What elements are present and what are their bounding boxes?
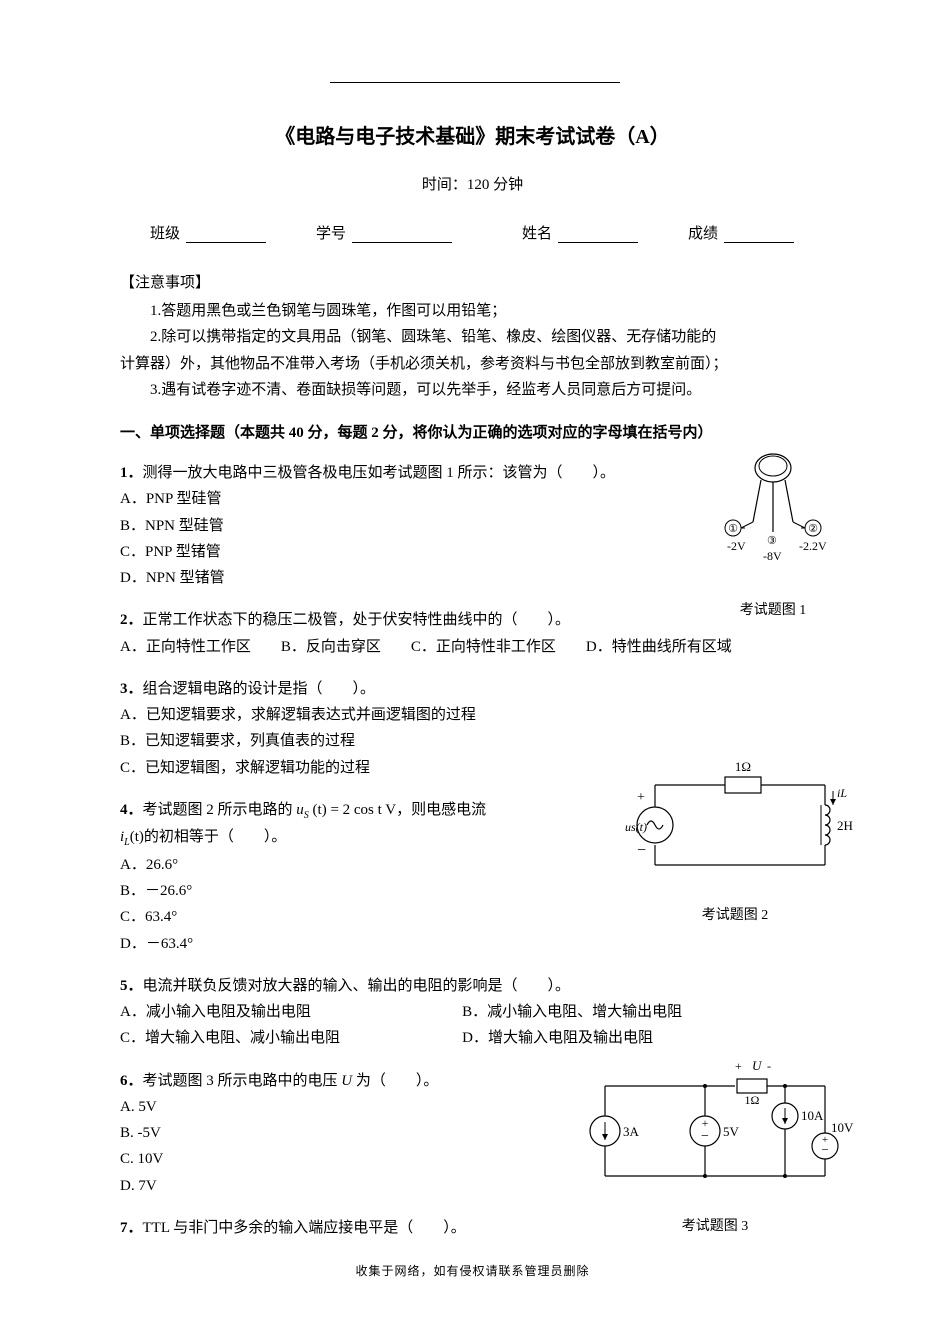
svg-text:-2.2V: -2.2V	[799, 539, 827, 553]
svg-text:−: −	[821, 1142, 828, 1157]
q3-stem: 组合逻辑电路的设计是指（ ）。	[143, 681, 376, 697]
top-rule	[330, 82, 620, 83]
notice-3: 3.遇有试卷字迹不清、卷面缺损等问题，可以先举手，经监考人员同意后方可提问。	[120, 377, 825, 403]
notice-body: 1.答题用黑色或兰色钢笔与圆珠笔，作图可以用铅笔； 2.除可以携带指定的文具用品…	[120, 298, 825, 403]
svg-text:−: −	[701, 1129, 709, 1144]
svg-text:us(t): us(t)	[625, 820, 647, 834]
q2-num: 2．	[120, 612, 143, 628]
question-2: 2．正常工作状态下的稳压二极管，处于伏安特性曲线中的（ ）。 A．正向特性工作区…	[120, 607, 825, 660]
svg-text:10A: 10A	[801, 1108, 824, 1123]
figure-1: ① ② ③ -2V -2.2V -8V 考试题图 1	[713, 450, 833, 624]
section-1-head: 一、单项选择题（本题共 40 分，每题 2 分，将你认为正确的选项对应的字母填在…	[120, 421, 825, 442]
svg-text:③: ③	[767, 535, 777, 547]
svg-text:1Ω: 1Ω	[735, 759, 751, 774]
q6-num: 6．	[120, 1073, 143, 1089]
blank-id[interactable]	[352, 222, 452, 243]
exam-title: 《电路与电子技术基础》期末考试试卷（A）	[120, 120, 825, 149]
q6-u: U	[341, 1073, 352, 1089]
q3-opt-a[interactable]: A．已知逻辑要求，求解逻辑表达式并画逻辑图的过程	[120, 702, 795, 728]
q6-stem-b: 为（ ）。	[352, 1073, 438, 1089]
q4-num: 4．	[120, 802, 143, 818]
q5-num: 5．	[120, 978, 143, 994]
q7-num: 7．	[120, 1220, 143, 1236]
svg-text:iL: iL	[837, 786, 847, 800]
q1-opt-c[interactable]: C．PNP 型锗管	[120, 539, 795, 565]
svg-text:-2V: -2V	[727, 539, 746, 553]
q4-opt-a[interactable]: A．26.6°	[120, 852, 280, 878]
blank-class[interactable]	[186, 222, 266, 243]
q4-stem-a: 考试题图 2 所示电路的	[143, 802, 297, 818]
svg-text:②: ②	[808, 523, 818, 535]
exam-duration: 时间：120 分钟	[120, 173, 825, 194]
q6-stem-a: 考试题图 3 所示电路中的电压	[143, 1073, 342, 1089]
q4-opt-c[interactable]: C．63.4°	[120, 904, 280, 930]
q4-opt-b[interactable]: B．－26.6°	[120, 878, 280, 904]
question-6: 6．考试题图 3 所示电路中的电压 U 为（ ）。 A. 5V B. -5V C…	[120, 1068, 825, 1199]
question-1: 1．测得一放大电路中三极管各极电压如考试题图 1 所示：该管为（ ）。 A．PN…	[120, 460, 825, 591]
notice-2b: 计算器）外，其他物品不准带入考场（手机必须关机，参考资料与书包全部放到教室前面）…	[120, 351, 825, 377]
label-class: 班级	[150, 222, 180, 243]
svg-text:1Ω: 1Ω	[745, 1093, 760, 1107]
q3-num: 3．	[120, 681, 143, 697]
blank-score[interactable]	[724, 222, 794, 243]
label-name: 姓名	[522, 222, 552, 243]
svg-text:-8V: -8V	[763, 549, 782, 563]
svg-text:U: U	[752, 1058, 763, 1073]
q2-opt-c[interactable]: C．正向特性非工作区	[411, 634, 556, 660]
q1-stem: 测得一放大电路中三极管各极电压如考试题图 1 所示：该管为（ ）。	[143, 465, 616, 481]
figure-2: 1Ω iL 2H us(t) + − 考试题图 2	[615, 755, 855, 929]
notice-2a: 2.除可以携带指定的文具用品（钢笔、圆珠笔、铅笔、橡皮、绘图仪器、无存储功能的	[120, 324, 825, 350]
notice-1: 1.答题用黑色或兰色钢笔与圆珠笔，作图可以用铅笔；	[120, 298, 825, 324]
page-footer: 收集于网络，如有侵权请联系管理员删除	[0, 1262, 945, 1279]
q5-opt-c[interactable]: C．增大输入电阻、减小输出电阻	[120, 1025, 458, 1051]
q2-opt-d[interactable]: D．特性曲线所有区域	[586, 634, 732, 660]
q5-opt-d[interactable]: D．增大输入电阻及输出电阻	[462, 1025, 800, 1051]
question-7: 7．TTL 与非门中多余的输入端应接电平是（ ）。	[120, 1215, 825, 1241]
svg-text:10V: 10V	[831, 1120, 854, 1135]
figure-3: 3A + − 5V 10A + − 10V + U - 1Ω 考试题图 3	[575, 1056, 855, 1240]
q4-stem-b: (t) = 2 cos t V，则电感电流	[309, 802, 486, 818]
svg-text:①: ①	[728, 523, 738, 535]
svg-text:−: −	[637, 842, 646, 859]
question-5: 5．电流并联负反馈对放大器的输入、输出的电阻的影响是（ ）。 A．减小输入电阻及…	[120, 973, 825, 1052]
q4-stem-c: (t)的初相等于（ ）。	[130, 829, 287, 845]
svg-text:2H: 2H	[837, 818, 853, 833]
q1-opt-a[interactable]: A．PNP 型硅管	[120, 486, 795, 512]
q7-stem: TTL 与非门中多余的输入端应接电平是（ ）。	[143, 1220, 466, 1236]
q1-num: 1．	[120, 465, 143, 481]
q3-opt-b[interactable]: B．已知逻辑要求，列真值表的过程	[120, 728, 795, 754]
q5-opt-b[interactable]: B．减小输入电阻、增大输出电阻	[462, 999, 800, 1025]
q5-stem: 电流并联负反馈对放大器的输入、输出的电阻的影响是（ ）。	[143, 978, 571, 994]
q2-stem: 正常工作状态下的稳压二极管，处于伏安特性曲线中的（ ）。	[143, 612, 571, 628]
svg-text:-: -	[767, 1059, 771, 1073]
notice-heading: 【注意事项】	[120, 271, 825, 292]
label-id: 学号	[316, 222, 346, 243]
question-4: 4．考试题图 2 所示电路的 uS (t) = 2 cos t V，则电感电流 …	[120, 797, 825, 957]
svg-text:3A: 3A	[623, 1124, 640, 1139]
fig2-caption: 考试题图 2	[615, 904, 855, 929]
blank-name[interactable]	[558, 222, 638, 243]
q5-opt-a[interactable]: A．减小输入电阻及输出电阻	[120, 999, 458, 1025]
q1-opt-d[interactable]: D．NPN 型锗管	[120, 565, 795, 591]
q1-opt-b[interactable]: B．NPN 型硅管	[120, 513, 795, 539]
label-score: 成绩	[688, 222, 718, 243]
svg-text:+: +	[702, 1116, 709, 1130]
svg-text:+: +	[735, 1059, 742, 1073]
q2-opt-a[interactable]: A．正向特性工作区	[120, 634, 251, 660]
svg-text:+: +	[637, 790, 645, 805]
student-info-row: 班级 学号 姓名 成绩	[120, 222, 825, 243]
q2-opt-b[interactable]: B．反向击穿区	[281, 634, 381, 660]
svg-text:5V: 5V	[723, 1124, 740, 1139]
q4-opt-d[interactable]: D．－63.4°	[120, 931, 280, 957]
